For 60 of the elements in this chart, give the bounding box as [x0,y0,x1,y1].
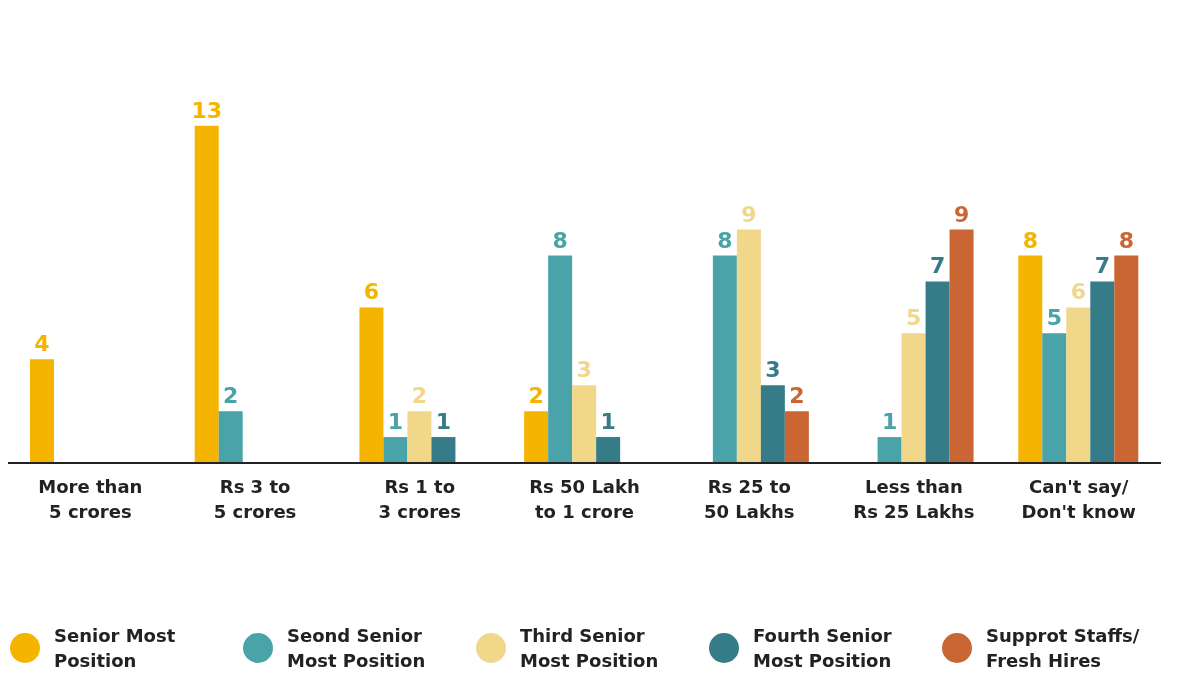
data-label: 4 [34,331,50,357]
bar [596,437,621,463]
bar [548,255,573,463]
legend-label: Third Senior Most Position [520,624,659,673]
bar [925,281,950,463]
data-label: 2 [411,383,428,409]
bar [901,333,926,463]
bar [30,359,54,463]
bar [712,255,737,463]
data-label: 13 [191,97,223,123]
bar [194,125,219,463]
x-tick-label: Can't say/ Don't know [1021,476,1136,522]
data-label: 8 [717,227,733,253]
bar [784,411,809,463]
data-label: 1 [435,409,452,435]
bar [760,385,785,463]
data-label: 8 [552,227,568,253]
bar [1018,255,1043,463]
data-label: 5 [905,305,922,331]
bar [524,411,549,463]
data-label: 6 [1070,279,1086,305]
data-label: 2 [528,383,544,409]
bar [1042,333,1067,463]
bar [877,437,902,463]
bar [431,437,456,463]
data-label: 1 [881,409,898,435]
x-tick-label: More than 5 crores [38,476,143,522]
bar [1066,307,1091,463]
x-tick-label: Rs 1 to 3 crores [378,476,462,522]
bar [736,229,761,463]
bar [572,385,597,463]
x-tick-label: Less than Rs 25 Lakhs [853,476,975,522]
legend-label: Fourth Senior Most Position [753,624,892,673]
data-label: 8 [1118,227,1134,253]
data-label: 1 [387,409,404,435]
data-label: 2 [223,383,239,409]
data-label: 3 [765,357,781,383]
bar [218,411,243,463]
x-tick-label: Rs 3 to 5 crores [213,476,297,522]
bar [383,437,408,463]
legend-label: Senior Most Position [54,624,176,673]
data-label: 9 [741,201,757,227]
bar [1114,255,1139,463]
data-label: 2 [789,383,805,409]
data-label: 6 [363,279,380,305]
x-tick-label: Rs 50 Lakh to 1 crore [529,476,640,522]
data-label: 8 [1022,227,1038,253]
data-label: 7 [929,253,946,279]
bar [359,307,384,463]
bar [1090,281,1115,463]
legend-label: Seond Senior Most Position [287,624,426,673]
legend-label: Supprot Staffs/ Fresh Hires [986,624,1140,673]
x-tick-label: Rs 25 to 50 Lakhs [704,476,795,522]
data-label: 1 [600,409,616,435]
bar [407,411,432,463]
data-label: 5 [1046,305,1062,331]
data-label: 7 [1094,253,1110,279]
bar [949,229,974,463]
data-label: 9 [953,201,970,227]
data-label: 3 [576,357,592,383]
